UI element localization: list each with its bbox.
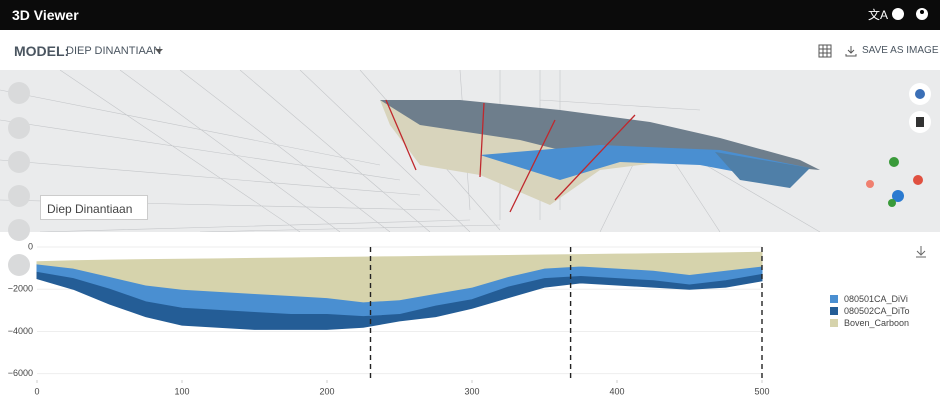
y-tick-label: −4000 (8, 326, 33, 336)
download-icon[interactable] (916, 246, 926, 258)
model-block (715, 152, 810, 188)
y-tick-label: −6000 (8, 368, 33, 378)
model-layer (480, 145, 810, 180)
grid-toggle[interactable] (818, 44, 832, 58)
x-tick-label: 100 (174, 386, 189, 396)
translate-icon[interactable]: 文A (868, 7, 888, 22)
side-tools (8, 82, 30, 276)
save-icon[interactable] (845, 45, 857, 57)
legend-label: 080501CA_DiVi (844, 294, 908, 304)
x-tick-label: 400 (609, 386, 624, 396)
legend-swatch (830, 295, 838, 303)
cut-button[interactable] (8, 151, 30, 173)
zoom-button[interactable] (8, 82, 30, 104)
save-as-image[interactable]: SAVE AS IMAGE (862, 45, 939, 56)
settings-button[interactable] (8, 219, 30, 241)
model-label: MODEL: (14, 43, 70, 59)
cloud-button[interactable] (8, 254, 30, 276)
y-tick-label: 0 (28, 241, 33, 251)
legend-label: 080502CA_DiTo (844, 306, 910, 316)
toolbar: MODEL: DIEP DINANTIAAN SAVE AS IMAGE (0, 30, 940, 70)
header-icons: 文A (868, 7, 928, 22)
y-tick-label: −2000 (8, 284, 33, 294)
x-tick-label: 300 (464, 386, 479, 396)
legend-swatch (830, 319, 838, 327)
x-tick-label: 0 (34, 386, 39, 396)
help-icon[interactable] (892, 8, 904, 20)
legend-label: Boven_Carboon (844, 318, 909, 328)
legend-swatch (830, 307, 838, 315)
model-select[interactable]: DIEP DINANTIAAN (66, 45, 162, 57)
x-tick-label: 200 (319, 386, 334, 396)
caret[interactable] (154, 46, 164, 56)
nav-gizmo (866, 83, 931, 207)
help-button[interactable] (8, 185, 30, 207)
x-tick-label: 500 (754, 386, 769, 396)
tooltip: Diep Dinantiaan (40, 195, 148, 220)
layer-area (36, 271, 763, 330)
wells (385, 99, 636, 213)
app-header: 3D Viewer 文A (0, 0, 940, 30)
app-title: 3D Viewer (12, 7, 79, 23)
account-head (920, 10, 924, 14)
viewer-3d (0, 70, 940, 232)
measure-button[interactable] (8, 117, 30, 139)
